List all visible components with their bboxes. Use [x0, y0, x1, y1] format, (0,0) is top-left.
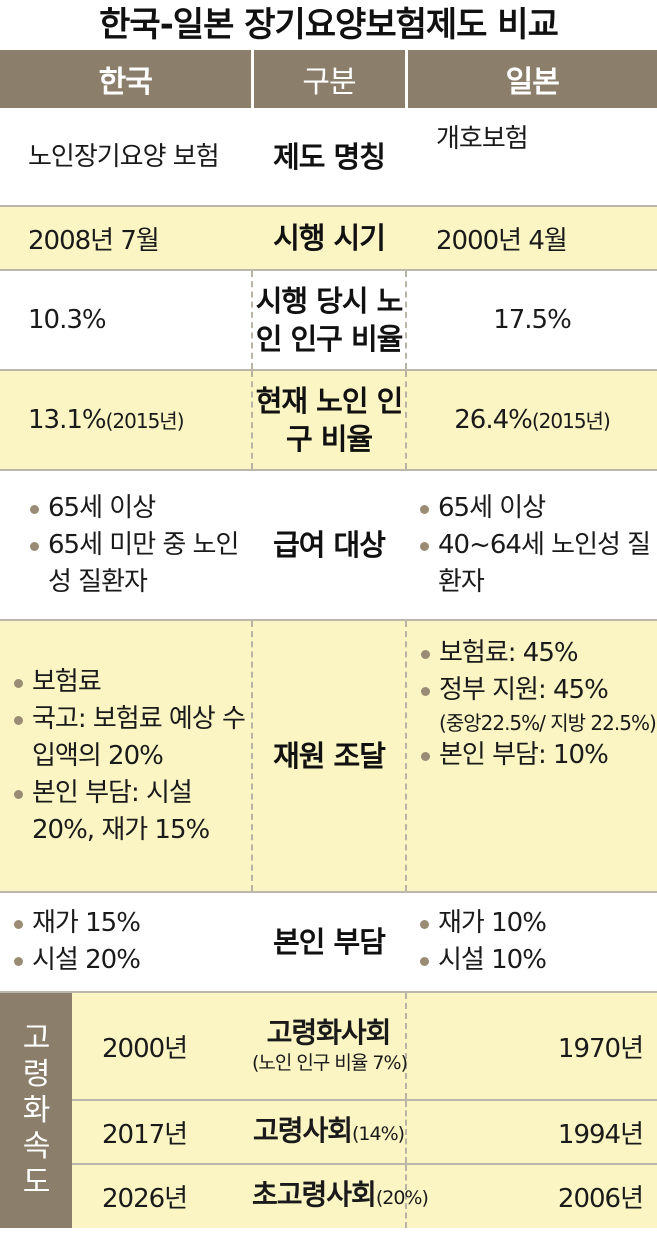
header-korea: 한국	[0, 50, 254, 108]
speed-row-super-aged: 2026년 초고령사회(20%) 2006년	[0, 1164, 657, 1228]
row-funding: 보험료 국고: 보험료 예상 수입액의 20% 본인 부담: 시설 20%, 재가 …	[0, 620, 657, 893]
japan-value: 17.5%	[405, 270, 657, 371]
side-char: 령	[22, 1056, 51, 1092]
side-char: 속	[22, 1128, 51, 1164]
stage-note: (14%)	[352, 1122, 405, 1145]
comparison-table: 한국 구분 일본 노인장기요양 보험 제도 명칭 개호보험 2008년 7월 시…	[0, 50, 657, 1228]
japan-list: 재가 10% 시설 10%	[418, 905, 657, 979]
japan-value: 65세 이상 40~64세 노인성 질환자	[406, 470, 657, 621]
list-item: 65세 미만 중 노인성 질환자	[28, 527, 252, 601]
list-item: 보험료	[12, 664, 251, 701]
stage-name: 초고령사회	[252, 1178, 377, 1211]
list-item: 정부 지원: 45% (중앙22.5%/ 지방 22.5%)	[419, 672, 657, 737]
list-item: 보험료: 45%	[419, 635, 657, 672]
speed-row-aged: 2017년 고령사회(14%) 1994년	[0, 1100, 657, 1165]
japan-year: 1970년	[405, 992, 657, 1101]
japan-value: 개호보험	[406, 108, 657, 207]
row-name: 노인장기요양 보험 제도 명칭 개호보험	[0, 108, 657, 207]
header-japan: 일본	[406, 50, 657, 108]
korea-ratio-note: (2015년)	[105, 409, 185, 433]
row-label: 본인 부담	[252, 892, 407, 993]
list-item: 40~64세 노인성 질환자	[418, 527, 657, 601]
row-eligibility: 65세 이상 65세 미만 중 노인성 질환자 급여 대상 65세 이상 40~64…	[0, 470, 657, 621]
japan-ratio: 26.4%	[454, 405, 533, 435]
row-label: 급여 대상	[252, 470, 407, 621]
stage-name: 고령화사회	[266, 1016, 392, 1049]
speed-side-label: 고 령 화 속 도	[0, 992, 72, 1228]
row-initial-ratio: 10.3% 시행 당시 노인 인구 비율 17.5%	[0, 270, 657, 371]
stage-name: 고령사회	[252, 1113, 353, 1147]
row-label: 제도 명칭	[252, 108, 407, 207]
speed-label: 고령화사회 (노인 인구 비율 7%)	[252, 992, 408, 1101]
side-char: 고	[22, 1020, 51, 1056]
list-item: 65세 이상	[28, 490, 252, 527]
korea-list: 재가 15% 시설 20%	[12, 905, 252, 979]
row-label: 시행 당시 노인 인구 비율	[252, 270, 407, 371]
list-item: 시설 10%	[418, 942, 657, 979]
korea-value: 노인장기요양 보험	[0, 108, 253, 207]
korea-value: 10.3%	[0, 270, 254, 371]
korea-value: 13.1%(2015년)	[0, 370, 254, 471]
side-char: 화	[22, 1092, 51, 1128]
list-item: 65세 이상	[418, 490, 657, 527]
row-start: 2008년 7월 시행 시기 2000년 4월	[0, 206, 657, 271]
korea-value: 보험료 국고: 보험료 예상 수입액의 20% 본인 부담: 시설 20%, 재가 …	[0, 620, 254, 893]
korea-year: 2000년	[72, 992, 253, 1101]
korea-list: 65세 이상 65세 미만 중 노인성 질환자	[28, 490, 252, 601]
list-item: 본인 부담: 10%	[419, 737, 657, 774]
funding-note: (중앙22.5%/ 지방 22.5%)	[439, 711, 657, 735]
korea-value: 65세 이상 65세 미만 중 노인성 질환자	[0, 470, 253, 621]
speed-row-aging: 고 령 화 속 도 2000년 고령화사회 (노인 인구 비율 7%) 1970…	[0, 992, 657, 1228]
japan-list: 65세 이상 40~64세 노인성 질환자	[418, 490, 657, 601]
japan-year: 1994년	[405, 1100, 657, 1165]
korea-ratio: 13.1%	[28, 405, 107, 435]
japan-value: 재가 10% 시설 10%	[406, 892, 657, 993]
japan-ratio-note: (2015년)	[531, 409, 611, 433]
speed-label: 초고령사회(20%)	[252, 1164, 429, 1228]
row-current-ratio: 13.1%(2015년) 현재 노인 인구 비율 26.4%(2015년)	[0, 370, 657, 471]
row-label: 시행 시기	[252, 206, 407, 271]
korea-value: 재가 15% 시설 20%	[0, 892, 253, 993]
list-item-text: 정부 지원: 45%	[439, 675, 609, 705]
stage-note: (20%)	[375, 1187, 429, 1209]
list-item: 시설 20%	[12, 942, 252, 979]
page-title: 한국-일본 장기요양보험제도 비교	[99, 5, 559, 45]
speed-label: 고령사회(14%)	[252, 1100, 407, 1165]
korea-year: 2017년	[72, 1100, 253, 1165]
japan-value: 2000년 4월	[406, 206, 657, 271]
side-char: 도	[22, 1164, 51, 1200]
row-copay: 재가 15% 시설 20% 본인 부담 재가 10% 시설 10%	[0, 892, 657, 993]
korea-value: 2008년 7월	[0, 206, 253, 271]
japan-value: 보험료: 45% 정부 지원: 45% (중앙22.5%/ 지방 22.5%) 본…	[405, 620, 657, 893]
row-label: 재원 조달	[252, 620, 407, 893]
japan-value: 26.4%(2015년)	[405, 370, 657, 471]
korea-year: 2026년	[72, 1164, 253, 1228]
row-label: 현재 노인 인구 비율	[252, 370, 407, 471]
header-row: 한국 구분 일본	[0, 50, 657, 108]
korea-list: 보험료 국고: 보험료 예상 수입액의 20% 본인 부담: 시설 20%, 재가 …	[12, 664, 251, 849]
list-item: 재가 15%	[12, 905, 252, 942]
list-item: 국고: 보험료 예상 수입액의 20%	[12, 701, 251, 775]
header-category: 구분	[252, 50, 408, 108]
japan-list: 보험료: 45% 정부 지원: 45% (중앙22.5%/ 지방 22.5%) 본…	[419, 635, 657, 774]
list-item: 본인 부담: 시설 20%, 재가 15%	[12, 775, 251, 849]
stage-note: (노인 인구 비율 7%)	[252, 1052, 408, 1074]
list-item: 재가 10%	[418, 905, 657, 942]
japan-year: 2006년	[405, 1164, 657, 1228]
